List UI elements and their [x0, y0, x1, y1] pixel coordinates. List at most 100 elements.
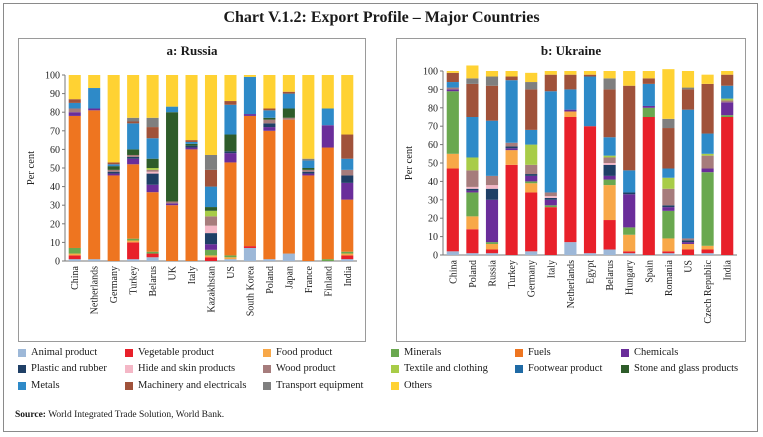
- x-category-label: Belarus: [148, 266, 159, 297]
- bar-segment-italy-vegetable-product: [544, 207, 557, 255]
- legend-item-minerals: Minerals: [391, 347, 441, 358]
- bar-segment-germany-minerals: [525, 181, 538, 184]
- bar-segment-netherlands-fuels: [88, 110, 101, 260]
- bar-segment-china-metals: [68, 102, 81, 109]
- bar-segment-italy-metals: [544, 91, 557, 193]
- bar-segment-belarus-animal-product: [146, 257, 159, 261]
- legend-item-wood-product: Wood product: [263, 363, 336, 374]
- bar-segment-netherlands-chemicals: [564, 109, 577, 112]
- bar-segment-egypt-animal-product: [583, 253, 597, 255]
- bar-segment-india-minerals: [721, 115, 734, 117]
- bar-segment-turkey-metals: [127, 123, 140, 150]
- bar-segment-czech-republic-food-product: [701, 245, 714, 250]
- bar-segment-turkey-machinery-and-electricals: [127, 121, 140, 124]
- legend-item-machinery-and-electricals: Machinery and electricals: [125, 380, 246, 391]
- bar-segment-belarus-animal-product: [603, 249, 616, 255]
- bar-segment-netherlands-animal-product: [564, 242, 577, 255]
- y-tick-label: 10: [50, 238, 60, 249]
- legend-label: Chemicals: [634, 347, 679, 358]
- bar-segment-india-metals: [721, 85, 734, 99]
- x-category-label: China: [70, 265, 81, 289]
- bar-segment-hungary-animal-product: [623, 253, 636, 255]
- bar-segment-hungary-food-product: [623, 234, 636, 252]
- legend-item-food-product: Food product: [263, 347, 332, 358]
- bar-segment-china-machinery-and-electricals: [446, 72, 459, 83]
- bar-segment-czech-republic-animal-product: [701, 253, 714, 255]
- bar-segment-india-others: [341, 75, 354, 135]
- bar-segment-italy-fuels: [185, 149, 198, 261]
- bar-segment-us-machinery-and-electricals: [681, 89, 695, 110]
- legend-swatch: [391, 381, 399, 390]
- bar-segment-turkey-animal-product: [127, 259, 140, 261]
- bar-segment-italy-plastic-and-rubber: [185, 145, 198, 148]
- source-note: Source: World Integrated Trade Solution,…: [15, 410, 224, 420]
- bar-segment-china-machinery-and-electricals: [68, 99, 81, 103]
- bar-segment-netherlands-chemicals: [88, 108, 101, 111]
- y-tick-label: 30: [428, 195, 438, 206]
- x-category-label: Turkey: [129, 266, 140, 295]
- bar-segment-russia-chemicals: [485, 199, 499, 243]
- bar-segment-kazakhstan-textile-and-clothing: [204, 210, 218, 217]
- legend-swatch: [125, 381, 133, 390]
- x-category-label: US: [684, 260, 695, 273]
- y-tick-label: 0: [55, 257, 60, 268]
- bar-segment-poland-machinery-and-electricals: [263, 108, 276, 111]
- legend-item-vegetable-product: Vegetable product: [125, 347, 214, 358]
- legend-item-transport-equipment: Transport equipment: [263, 380, 363, 391]
- panel-russia: a: Russia 0 10 20 30 40 50 60 70 80 90 100 Per cent…: [18, 38, 366, 342]
- bar-segment-netherlands-metals: [88, 88, 101, 109]
- bar-segment-hungary-plastic-and-rubber: [623, 192, 636, 195]
- bar-segment-russia-metals: [485, 120, 499, 176]
- y-tick-label: 10: [428, 232, 438, 243]
- x-category-label: South Korea: [245, 265, 256, 316]
- bar-segment-uk-fuels: [166, 205, 179, 261]
- bar-segment-finland-others: [321, 75, 334, 109]
- y-tick-label: 90: [428, 85, 438, 96]
- y-tick-label: 100: [423, 67, 438, 78]
- bar-segment-us-food-product: [681, 243, 695, 250]
- bar-segment-south-korea-animal-product: [243, 247, 256, 261]
- bar-segment-us-plastic-and-rubber: [224, 151, 237, 154]
- y-tick-label: 80: [50, 108, 60, 119]
- bar-segment-belarus-wood-product: [603, 157, 616, 163]
- bar-segment-netherlands-food-product: [564, 111, 577, 117]
- bar-segment-germany-wood-product: [525, 164, 538, 175]
- bar-segment-romania-chemicals: [662, 207, 675, 211]
- bar-segment-netherlands-machinery-and-electricals: [564, 74, 577, 90]
- bar-segment-kazakhstan-hide-and-skin-products: [204, 225, 218, 234]
- bar-segment-poland-animal-product: [466, 253, 479, 255]
- bar-segment-romania-animal-product: [662, 253, 675, 255]
- legend-swatch: [125, 364, 133, 373]
- bar-segment-poland-transport-equipment: [466, 78, 479, 84]
- bar-segment-netherlands-others: [564, 71, 577, 75]
- legend-swatch: [125, 348, 133, 357]
- x-category-label: Finland: [323, 266, 334, 297]
- y-tick-label: 50: [50, 164, 60, 175]
- bar-segment-romania-vegetable-product: [662, 251, 675, 254]
- bar-segment-belarus-hide-and-skin-products: [146, 171, 159, 174]
- bar-segment-us-fuels: [224, 162, 237, 256]
- bar-segment-poland-stone-and-glass-products: [263, 117, 276, 120]
- x-category-label: France: [304, 265, 315, 293]
- bar-segment-belarus-transport-equipment: [146, 117, 159, 128]
- bar-segment-france-metals: [302, 160, 315, 168]
- y-tick-label: 60: [50, 145, 60, 156]
- bar-segment-china-minerals: [68, 247, 81, 254]
- bar-segment-czech-republic-textile-and-clothing: [701, 153, 714, 156]
- bar-segment-india-food-product: [341, 253, 354, 256]
- bar-segment-egypt-machinery-and-electricals: [583, 74, 597, 77]
- y-tick-label: 30: [50, 201, 60, 212]
- x-category-label: Spain: [644, 260, 655, 283]
- y-tick-label: 70: [50, 126, 60, 137]
- bar-segment-india-wood-product: [341, 169, 354, 176]
- bar-segment-south-korea-chemicals: [243, 114, 256, 116]
- legend-swatch: [391, 348, 399, 357]
- bar-segment-germany-others: [107, 75, 120, 163]
- bar-segment-poland-chemicals: [466, 190, 479, 193]
- bar-segment-kazakhstan-food-product: [204, 255, 218, 258]
- legend-label: Fuels: [528, 347, 551, 358]
- bar-segment-russia-transport-equipment: [485, 76, 499, 86]
- bar-segment-poland-wood-product: [466, 170, 479, 187]
- bar-segment-france-chemicals: [302, 173, 315, 176]
- bar-segment-india-vegetable-product: [721, 117, 734, 255]
